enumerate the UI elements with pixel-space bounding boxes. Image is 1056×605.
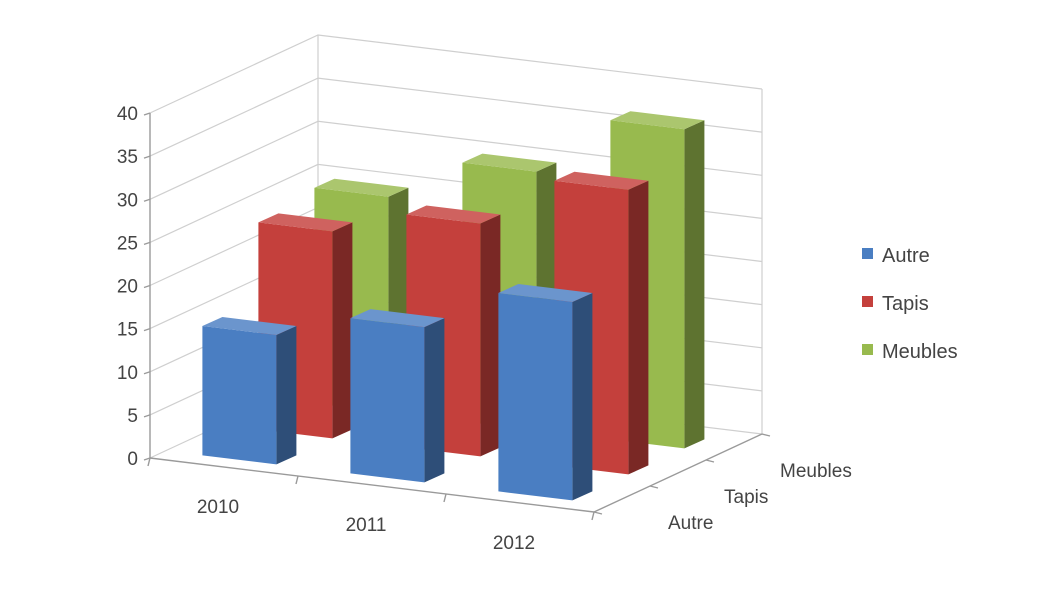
x-axis-line (149, 457, 595, 513)
x-tick-label: 2011 (346, 515, 387, 536)
depth-tick-mark (649, 485, 659, 489)
y-tick-mark (143, 112, 151, 116)
depth-tick-mark (705, 459, 715, 463)
y-tick-label: 20 (117, 277, 138, 298)
y-tick-label: 0 (127, 449, 138, 470)
y-tick-mark (143, 327, 151, 332)
bar-top-face (202, 317, 297, 335)
legend-swatch (862, 248, 873, 259)
depth-tick-label: Autre (668, 513, 713, 534)
bar-autre-2010 (202, 317, 297, 465)
x-tick-mark (147, 457, 151, 467)
bars (202, 111, 705, 501)
legend-item-meubles: Meubles (862, 341, 958, 363)
depth-tick-mark (593, 511, 603, 515)
x-tick-label: 2012 (493, 533, 535, 554)
depth-axis-labels: Autre Tapis Meubles (668, 461, 852, 534)
y-tick-mark (143, 371, 151, 375)
bar-front-face (498, 293, 573, 501)
bar-top-face (258, 213, 353, 232)
y-tick-mark (143, 198, 151, 202)
bar-top-face (498, 284, 593, 302)
legend-item-autre: Autre (862, 245, 930, 267)
bar-top-face (610, 111, 705, 130)
gridline-35 (149, 77, 763, 157)
y-tick-mark (143, 414, 151, 418)
bar-front-face (202, 326, 277, 465)
x-tick-mark (591, 511, 595, 521)
legend-label: Autre (882, 245, 930, 267)
bar-top-face (406, 205, 501, 224)
y-tick-label: 25 (117, 233, 138, 254)
bar-top-face (314, 178, 409, 197)
bar-side-face (480, 214, 501, 457)
y-tick-label: 5 (127, 406, 138, 427)
bar-autre-2011 (350, 309, 445, 483)
y-tick-label: 30 (117, 190, 138, 211)
legend-swatch (862, 344, 873, 355)
bar-side-face (424, 318, 445, 483)
bar-side-face (572, 293, 593, 501)
depth-tick-mark (761, 433, 771, 437)
y-tick-mark (143, 241, 151, 246)
bar-side-face (628, 180, 649, 475)
bar-side-face (332, 222, 353, 439)
depth-tick-label: Tapis (724, 487, 768, 508)
y-tick-mark (143, 155, 151, 159)
y-tick-label: 15 (117, 320, 138, 341)
depth-tick-label: Meubles (780, 461, 852, 482)
bar-top-face (462, 153, 557, 172)
axes (143, 112, 771, 521)
legend-swatch (862, 296, 873, 307)
legend: Autre Tapis Meubles (862, 245, 958, 363)
x-tick-label: 2010 (197, 497, 239, 518)
y-tick-labels: 0 5 10 15 20 25 30 35 40 (117, 104, 138, 470)
bar-top-face (554, 171, 649, 190)
y-tick-label: 35 (117, 147, 138, 168)
legend-label: Meubles (882, 341, 958, 363)
legend-label: Tapis (882, 293, 929, 315)
y-tick-label: 10 (117, 363, 138, 384)
bar-front-face (350, 318, 425, 483)
x-tick-mark (443, 493, 447, 503)
bar-side-face (684, 120, 705, 449)
x-tick-labels: 2010 2011 2012 (197, 497, 535, 554)
depth-axis-line (593, 433, 763, 513)
bar-top-face (350, 309, 445, 328)
y-tick-label: 40 (117, 104, 138, 125)
bar-side-face (276, 326, 297, 465)
legend-item-tapis: Tapis (862, 293, 929, 315)
x-tick-mark (295, 475, 299, 485)
y-tick-mark (143, 457, 151, 461)
y-tick-mark (143, 284, 151, 289)
bar-autre-2012 (498, 284, 593, 501)
gridline-40 (149, 34, 763, 114)
